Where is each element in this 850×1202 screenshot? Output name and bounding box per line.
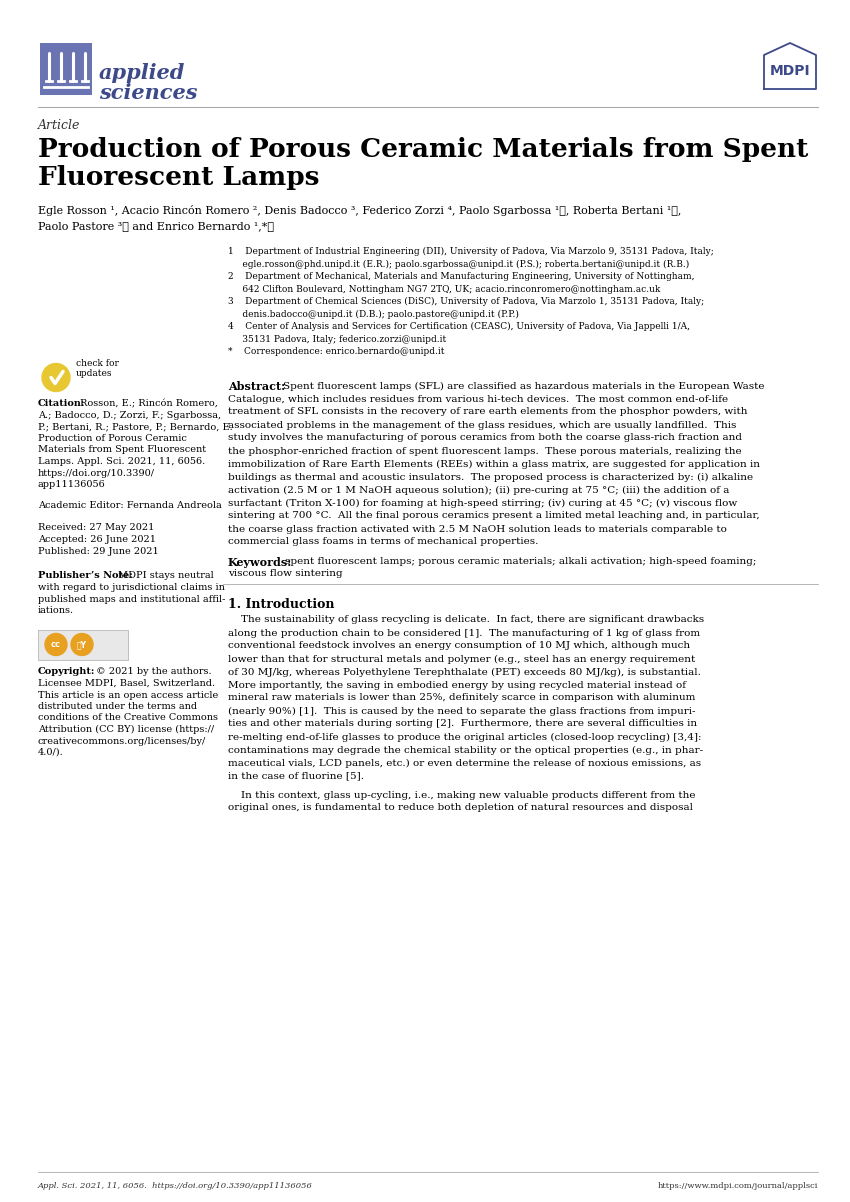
Circle shape [42, 363, 70, 392]
Text: More importantly, the saving in embodied energy by using recycled material inste: More importantly, the saving in embodied… [228, 680, 686, 690]
Text: 3    Department of Chemical Sciences (DiSC), University of Padova, Via Marzolo 1: 3 Department of Chemical Sciences (DiSC)… [228, 297, 704, 307]
Text: egle.rosson@phd.unipd.it (E.R.); paolo.sgarbossa@unipd.it (P.S.); roberta.bertan: egle.rosson@phd.unipd.it (E.R.); paolo.s… [228, 260, 689, 268]
Text: P.; Bertani, R.; Pastore, P.; Bernardo, E.: P.; Bertani, R.; Pastore, P.; Bernardo, … [38, 422, 233, 432]
Text: The sustainability of glass recycling is delicate.  In fact, there are significa: The sustainability of glass recycling is… [228, 615, 704, 625]
Text: associated problems in the management of the glass residues, which are usually l: associated problems in the management of… [228, 421, 736, 429]
Circle shape [71, 633, 93, 655]
Text: mineral raw materials is lower than 25%, definitely scarce in comparison with al: mineral raw materials is lower than 25%,… [228, 694, 695, 702]
Text: of 30 MJ/kg, whereas Polyethylene Terephthalate (PET) exceeds 80 MJ/kg), is subs: of 30 MJ/kg, whereas Polyethylene Tereph… [228, 667, 701, 677]
Text: Academic Editor: Fernanda Andreola: Academic Editor: Fernanda Andreola [38, 501, 222, 511]
Text: Abstract:: Abstract: [228, 381, 285, 393]
Text: updates: updates [76, 369, 112, 379]
Text: sintering at 700 °C.  All the final porous ceramics present a limited metal leac: sintering at 700 °C. All the final porou… [228, 512, 760, 520]
Text: in the case of fluorine [5].: in the case of fluorine [5]. [228, 772, 364, 780]
Text: surfactant (Triton X-100) for foaming at high-speed stirring; (iv) curing at 45 : surfactant (Triton X-100) for foaming at… [228, 499, 737, 507]
Text: Appl. Sci. 2021, 11, 6056.  https://doi.org/10.3390/app11136056: Appl. Sci. 2021, 11, 6056. https://doi.o… [38, 1182, 313, 1190]
Text: Production of Porous Ceramic: Production of Porous Ceramic [38, 434, 187, 444]
Text: Paolo Pastore ³ⓘ and Enrico Bernardo ¹,*ⓘ: Paolo Pastore ³ⓘ and Enrico Bernardo ¹,*… [38, 221, 274, 231]
Text: Lamps. Appl. Sci. 2021, 11, 6056.: Lamps. Appl. Sci. 2021, 11, 6056. [38, 457, 205, 466]
Text: https://doi.org/10.3390/: https://doi.org/10.3390/ [38, 469, 155, 477]
Text: check for: check for [76, 359, 119, 369]
Text: Keywords:: Keywords: [228, 557, 292, 567]
Text: viscous flow sintering: viscous flow sintering [228, 570, 343, 578]
Text: (nearly 90%) [1].  This is caused by the need to separate the glass fractions fr: (nearly 90%) [1]. This is caused by the … [228, 707, 695, 715]
Text: maceutical vials, LCD panels, etc.) or even determine the release of noxious emi: maceutical vials, LCD panels, etc.) or e… [228, 758, 701, 768]
Text: 642 Clifton Boulevard, Nottingham NG7 2TQ, UK; acacio.rinconromero@nottingham.ac: 642 Clifton Boulevard, Nottingham NG7 2T… [228, 285, 660, 293]
Text: A.; Badocco, D.; Zorzi, F.; Sgarbossa,: A.; Badocco, D.; Zorzi, F.; Sgarbossa, [38, 411, 221, 419]
Text: 1    Department of Industrial Engineering (DII), University of Padova, Via Marzo: 1 Department of Industrial Engineering (… [228, 246, 714, 256]
Text: ties and other materials during sorting [2].  Furthermore, there are several dif: ties and other materials during sorting … [228, 720, 697, 728]
Text: MDPI: MDPI [770, 64, 810, 78]
Text: *    Correspondence: enrico.bernardo@unipd.it: * Correspondence: enrico.bernardo@unipd.… [228, 347, 445, 356]
Text: Published: 29 June 2021: Published: 29 June 2021 [38, 547, 159, 557]
Text: https://www.mdpi.com/journal/applsci: https://www.mdpi.com/journal/applsci [658, 1182, 818, 1190]
Text: Spent fluorescent lamps (SFL) are classified as hazardous materials in the Europ: Spent fluorescent lamps (SFL) are classi… [283, 381, 764, 391]
Text: Materials from Spent Fluorescent: Materials from Spent Fluorescent [38, 446, 206, 454]
Text: contaminations may degrade the chemical stability or the optical properties (e.g: contaminations may degrade the chemical … [228, 745, 703, 755]
Text: app11136056: app11136056 [38, 480, 105, 489]
Circle shape [45, 633, 67, 655]
Text: distributed under the terms and: distributed under the terms and [38, 702, 197, 712]
Text: Publisher’s Note:: Publisher’s Note: [38, 571, 133, 581]
Bar [38, 630, 128, 660]
Text: conventional feedstock involves an energy consumption of 10 MJ which, although m: conventional feedstock involves an energ… [228, 642, 690, 650]
Text: along the production chain to be considered [1].  The manufacturing of 1 kg of g: along the production chain to be conside… [228, 629, 700, 637]
Text: Attribution (CC BY) license (https://: Attribution (CC BY) license (https:// [38, 725, 214, 734]
Text: In this context, glass up-cycling, i.e., making new valuable products different : In this context, glass up-cycling, i.e.,… [228, 791, 695, 799]
Text: spent fluorescent lamps; porous ceramic materials; alkali activation; high-speed: spent fluorescent lamps; porous ceramic … [285, 557, 756, 565]
Bar [40, 43, 92, 95]
Text: conditions of the Creative Commons: conditions of the Creative Commons [38, 714, 218, 722]
Text: iations.: iations. [38, 606, 74, 615]
Text: Accepted: 26 June 2021: Accepted: 26 June 2021 [38, 536, 156, 545]
Text: This article is an open access article: This article is an open access article [38, 690, 218, 700]
Text: 35131 Padova, Italy; federico.zorzi@unipd.it: 35131 Padova, Italy; federico.zorzi@unip… [228, 334, 446, 344]
Text: Copyright:: Copyright: [38, 667, 95, 677]
Text: ⓑY: ⓑY [77, 639, 87, 649]
Text: study involves the manufacturing of porous ceramics from both the coarse glass-r: study involves the manufacturing of poro… [228, 434, 742, 442]
Text: MDPI stays neutral: MDPI stays neutral [118, 571, 213, 581]
Text: original ones, is fundamental to reduce both depletion of natural resources and : original ones, is fundamental to reduce … [228, 803, 693, 813]
Text: 4.0/).: 4.0/). [38, 748, 64, 757]
Text: immobilization of Rare Earth Elements (REEs) within a glass matrix, are suggeste: immobilization of Rare Earth Elements (R… [228, 459, 760, 469]
Text: buildings as thermal and acoustic insulators.  The proposed process is character: buildings as thermal and acoustic insula… [228, 472, 753, 482]
Text: 4    Center of Analysis and Services for Certification (CEASC), University of Pa: 4 Center of Analysis and Services for Ce… [228, 322, 690, 331]
Text: with regard to jurisdictional claims in: with regard to jurisdictional claims in [38, 583, 225, 593]
Text: published maps and institutional affil-: published maps and institutional affil- [38, 595, 225, 603]
Text: treatment of SFL consists in the recovery of rare earth elements from the phosph: treatment of SFL consists in the recover… [228, 407, 747, 417]
Text: cc: cc [51, 639, 61, 649]
Text: Citation:: Citation: [38, 399, 85, 409]
Text: re-melting end-of-life glasses to produce the original articles (closed-loop rec: re-melting end-of-life glasses to produc… [228, 732, 701, 742]
Text: the phosphor-enriched fraction of spent fluorescent lamps.  These porous materia: the phosphor-enriched fraction of spent … [228, 446, 741, 456]
Text: creativecommons.org/licenses/by/: creativecommons.org/licenses/by/ [38, 737, 207, 745]
Text: Egle Rosson ¹, Acacio Rincón Romero ², Denis Badocco ³, Federico Zorzi ⁴, Paolo : Egle Rosson ¹, Acacio Rincón Romero ², D… [38, 206, 682, 216]
Text: Article: Article [38, 119, 81, 132]
Text: the coarse glass fraction activated with 2.5 M NaOH solution leads to materials : the coarse glass fraction activated with… [228, 524, 727, 534]
Text: Production of Porous Ceramic Materials from Spent: Production of Porous Ceramic Materials f… [38, 137, 808, 162]
Text: Fluorescent Lamps: Fluorescent Lamps [38, 165, 320, 190]
Text: commercial glass foams in terms of mechanical properties.: commercial glass foams in terms of mecha… [228, 537, 538, 547]
Text: Received: 27 May 2021: Received: 27 May 2021 [38, 524, 155, 532]
Text: Catalogue, which includes residues from various hi-tech devices.  The most commo: Catalogue, which includes residues from … [228, 394, 728, 404]
Text: Rosson, E.; Rincón Romero,: Rosson, E.; Rincón Romero, [80, 399, 218, 409]
Text: denis.badocco@unipd.it (D.B.); paolo.pastore@unipd.it (P.P.): denis.badocco@unipd.it (D.B.); paolo.pas… [228, 309, 518, 319]
Text: 1. Introduction: 1. Introduction [228, 597, 335, 611]
Text: sciences: sciences [99, 83, 197, 103]
Text: lower than that for structural metals and polymer (e.g., steel has an energy req: lower than that for structural metals an… [228, 655, 695, 664]
Text: Licensee MDPI, Basel, Switzerland.: Licensee MDPI, Basel, Switzerland. [38, 679, 215, 688]
Text: activation (2.5 M or 1 M NaOH aqueous solution); (ii) pre-curing at 75 °C; (iii): activation (2.5 M or 1 M NaOH aqueous so… [228, 486, 729, 495]
Text: applied: applied [99, 63, 185, 83]
Text: © 2021 by the authors.: © 2021 by the authors. [96, 667, 212, 677]
Text: 2    Department of Mechanical, Materials and Manufacturing Engineering, Universi: 2 Department of Mechanical, Materials an… [228, 272, 694, 281]
